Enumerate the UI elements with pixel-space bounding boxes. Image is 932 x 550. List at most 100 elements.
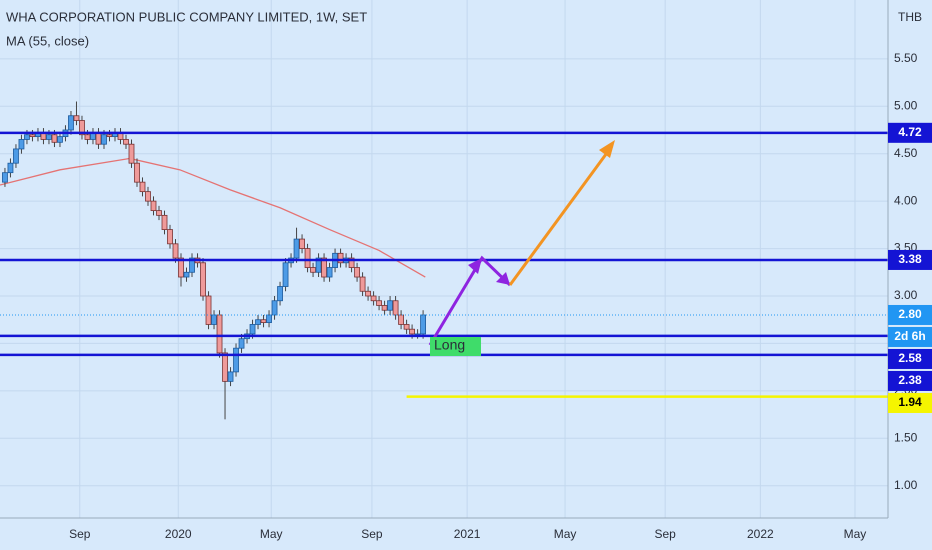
candle-body	[255, 319, 261, 325]
candle-body	[145, 191, 151, 202]
x-tick-label: 2020	[165, 527, 192, 541]
candle-body	[79, 120, 85, 136]
candle-body	[266, 314, 272, 323]
candle-body	[183, 271, 190, 278]
candle-body	[24, 134, 30, 140]
candle-body	[315, 257, 322, 273]
x-tick-label: May	[554, 527, 577, 541]
candle-body	[51, 134, 58, 143]
candle-body	[167, 229, 173, 245]
x-tick-label: 2022	[747, 527, 774, 541]
candle-body	[348, 257, 355, 268]
candle-body	[233, 347, 239, 373]
indicator-label: MA (55, close)	[6, 33, 89, 48]
candle-body	[398, 314, 404, 325]
candle-body	[134, 162, 140, 183]
price-label-bg	[888, 348, 932, 369]
price-label: 2.80	[898, 307, 922, 321]
candle-body	[101, 134, 107, 145]
candle-body	[238, 338, 245, 349]
candle-body	[95, 132, 102, 145]
candle-body	[46, 134, 52, 140]
currency: THB	[898, 10, 922, 24]
candle-body	[376, 300, 382, 306]
candle-body	[73, 115, 80, 121]
candle-body	[354, 267, 360, 278]
candle-body	[365, 290, 371, 297]
price-label-bg	[888, 326, 932, 347]
candle-body	[178, 257, 184, 278]
y-tick-label: 1.50	[894, 430, 918, 444]
price-label: 2.38	[898, 373, 922, 387]
annotation-box	[430, 337, 481, 356]
candle-body	[392, 300, 399, 316]
candle-body	[249, 324, 256, 335]
x-tick-label: May	[260, 527, 283, 541]
chart-title: WHA CORPORATION PUBLIC COMPANY LIMITED, …	[6, 9, 367, 24]
y-tick-label: 1.00	[894, 478, 918, 492]
candle-body	[150, 200, 157, 212]
y-tick-label: 4.00	[894, 193, 918, 207]
moving-average	[0, 157, 426, 278]
arrow-head	[599, 140, 615, 158]
candle-body	[359, 276, 366, 292]
candle-body	[161, 214, 168, 230]
annotation: Long	[434, 337, 465, 353]
candle-body	[216, 314, 223, 354]
y-tick-label: 4.50	[894, 146, 918, 160]
candle-body	[139, 181, 146, 193]
price-label-bg	[888, 249, 932, 270]
candle-body	[2, 172, 8, 183]
candle-body	[68, 115, 74, 131]
candle-body	[387, 300, 393, 311]
candle-body	[29, 134, 36, 138]
candle-body	[420, 314, 426, 335]
arrow-head	[468, 258, 482, 274]
candle-body	[293, 238, 300, 259]
candle-body	[57, 136, 63, 143]
candle-body	[123, 139, 129, 145]
axis-labels: 1.001.502.002.503.003.504.004.505.005.50…	[69, 51, 932, 541]
candle-body	[304, 248, 311, 268]
candle-body	[18, 139, 25, 150]
arrow-path	[508, 145, 614, 286]
candle-body	[381, 305, 388, 311]
arrow-head	[496, 272, 510, 285]
candle-body	[205, 295, 212, 325]
drawings: Long	[428, 140, 615, 356]
x-tick-label: May	[844, 527, 867, 541]
price-label-bg	[888, 122, 932, 143]
price-label-bg	[888, 370, 932, 391]
candle-body	[337, 252, 344, 264]
candle-body	[299, 238, 305, 249]
x-tick-label: Sep	[654, 527, 676, 541]
candle-body	[326, 267, 333, 278]
price-label: 4.72	[898, 125, 922, 139]
price-label: 3.38	[898, 252, 922, 266]
price-axis	[888, 0, 932, 550]
y-tick-label: 3.00	[894, 288, 918, 302]
candle-body	[156, 210, 162, 216]
candle-body	[310, 267, 316, 273]
candle-body	[370, 295, 377, 302]
candle-body	[84, 134, 91, 140]
candle-body	[13, 148, 19, 164]
y-tick-label: 5.00	[894, 98, 918, 112]
candle-body	[409, 328, 415, 335]
candle-body	[200, 262, 206, 297]
candle-body	[277, 286, 283, 302]
candle-body	[128, 143, 135, 164]
x-tick-label: Sep	[69, 527, 91, 541]
candle-body	[321, 257, 327, 278]
candle-body	[106, 134, 113, 138]
candle-body	[7, 162, 14, 174]
price-label-bg	[888, 392, 932, 413]
candle-body	[227, 371, 234, 382]
candle-body	[282, 262, 289, 287]
y-tick-label: 5.50	[894, 51, 918, 65]
x-tick-label: Sep	[361, 527, 383, 541]
candle-body	[189, 257, 195, 273]
